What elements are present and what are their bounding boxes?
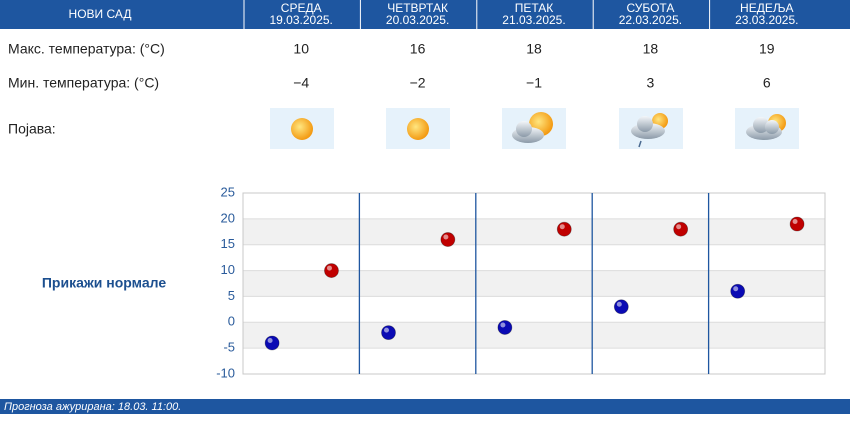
y-tick-label: 15 bbox=[221, 236, 235, 251]
point-highlight bbox=[267, 337, 273, 343]
point bbox=[730, 283, 746, 299]
sun-icon bbox=[291, 118, 313, 140]
point-highlight bbox=[792, 219, 798, 225]
point-ball bbox=[381, 325, 396, 341]
day-name: СУБОТА bbox=[626, 1, 674, 15]
city: НОВИ САД bbox=[69, 7, 132, 21]
y-tick-label: -5 bbox=[223, 340, 235, 355]
point-ball bbox=[673, 221, 689, 237]
icons bbox=[270, 108, 799, 149]
point bbox=[264, 335, 280, 351]
temperature-cell: 18 bbox=[526, 41, 542, 57]
temperature-cell: 18 bbox=[643, 41, 659, 57]
y-tick-label: 10 bbox=[221, 262, 235, 277]
footer-text: Прогноза ажурирана: 18.03. 11:00. bbox=[4, 401, 181, 413]
y-tick-label: 0 bbox=[228, 314, 235, 329]
row-label: Макс. температура: (°C) bbox=[8, 41, 165, 57]
day-name: ЧЕТВРТАК bbox=[387, 1, 448, 15]
point bbox=[556, 221, 572, 237]
y-tick-label: -10 bbox=[216, 365, 235, 380]
point-highlight bbox=[616, 301, 622, 307]
day-date: 20.03.2025. bbox=[386, 13, 449, 27]
row-label: Мин. температура: (°C) bbox=[8, 75, 159, 91]
temperature-cell: 19 bbox=[759, 41, 775, 57]
point-highlight bbox=[326, 265, 332, 271]
day-date: 21.03.2025. bbox=[502, 13, 565, 27]
point bbox=[673, 221, 689, 237]
point-highlight bbox=[733, 286, 739, 292]
point bbox=[440, 232, 456, 247]
temperature-cell: 6 bbox=[763, 75, 771, 91]
point-highlight bbox=[559, 224, 565, 230]
sun-icon bbox=[407, 118, 429, 140]
plot-border bbox=[242, 192, 826, 375]
point-ball bbox=[324, 263, 339, 278]
cloudy-icon bbox=[746, 114, 786, 140]
partly-cloudy-icon bbox=[512, 112, 553, 143]
temperature-cell: 16 bbox=[410, 41, 426, 57]
point-highlight bbox=[676, 224, 682, 230]
band bbox=[243, 322, 825, 349]
point-ball bbox=[789, 216, 805, 232]
rain-cloud-icon bbox=[631, 113, 668, 148]
day-name: ПЕТАК bbox=[515, 1, 554, 15]
point-ball bbox=[264, 335, 280, 351]
point bbox=[497, 320, 513, 335]
point-ball bbox=[556, 221, 572, 237]
y-tick-label: 20 bbox=[221, 210, 235, 225]
day-name: СРЕДА bbox=[281, 1, 322, 15]
point bbox=[381, 325, 396, 341]
temperature-cell: 3 bbox=[647, 75, 655, 91]
point-ball bbox=[730, 283, 746, 299]
temperature-cell: 10 bbox=[293, 41, 309, 57]
point-ball bbox=[497, 320, 513, 335]
temperature-cell: −4 bbox=[293, 75, 309, 91]
point bbox=[789, 216, 805, 232]
phenomenon-label: Појава: bbox=[8, 121, 56, 137]
point-highlight bbox=[500, 322, 506, 328]
point-highlight bbox=[384, 327, 389, 333]
band bbox=[243, 270, 825, 297]
temperature-cell: −2 bbox=[410, 75, 426, 91]
day-date: 19.03.2025. bbox=[269, 13, 332, 27]
normals-link[interactable]: Прикажи нормале bbox=[42, 275, 166, 291]
point-ball bbox=[440, 232, 456, 247]
temperature-cell: −1 bbox=[526, 75, 542, 91]
y-tick-label: 5 bbox=[228, 288, 235, 303]
footer-bar bbox=[0, 399, 850, 414]
point-ball bbox=[613, 299, 629, 315]
y-tick-label: 25 bbox=[221, 184, 235, 199]
point bbox=[613, 299, 629, 315]
day-name: НЕДЕЉА bbox=[740, 1, 794, 15]
band bbox=[243, 218, 825, 245]
point bbox=[324, 263, 339, 278]
day-date: 23.03.2025. bbox=[735, 13, 798, 27]
point-highlight bbox=[443, 234, 449, 240]
header-bar bbox=[0, 0, 850, 29]
day-date: 22.03.2025. bbox=[619, 13, 682, 27]
